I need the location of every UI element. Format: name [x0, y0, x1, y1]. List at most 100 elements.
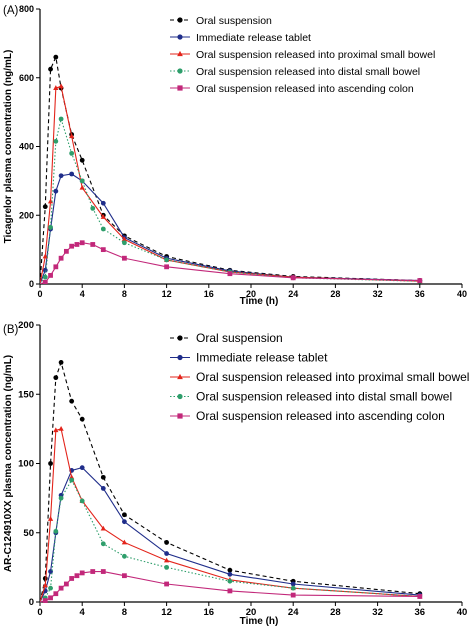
data-point — [122, 573, 127, 579]
y-tick-label: 0 — [29, 597, 34, 608]
data-point — [74, 573, 80, 579]
data-point — [48, 273, 53, 278]
x-tick-label: 16 — [204, 607, 215, 618]
legend-marker — [177, 354, 183, 361]
data-point — [53, 188, 59, 194]
y-axis-title: Ticagrelor plasma concentration (ng/mL) — [3, 50, 14, 244]
series-line-3 — [40, 116, 420, 284]
legend: Oral suspension Immediate release tablet O… — [170, 15, 435, 95]
data-point — [417, 594, 423, 599]
data-point — [58, 359, 64, 365]
x-tick-label: 24 — [288, 289, 298, 299]
data-point — [122, 255, 127, 261]
data-point — [79, 240, 85, 246]
data-point — [79, 178, 85, 184]
data-point — [100, 486, 106, 491]
legend-marker — [177, 68, 183, 74]
y-axis-title: AR-C124910XX plasma concentration (ng/mL… — [3, 355, 14, 572]
data-point — [121, 236, 128, 242]
data-point — [53, 264, 59, 270]
data-point — [47, 198, 54, 204]
y-tick-label: 600 — [19, 73, 34, 83]
data-point — [58, 83, 64, 89]
data-point — [42, 274, 48, 280]
data-point — [164, 264, 169, 270]
data-point — [122, 519, 127, 525]
data-point — [122, 240, 127, 246]
data-point — [58, 585, 64, 591]
legend-label: Immediate release tablet — [196, 32, 311, 44]
plot-area — [40, 54, 423, 284]
data-point — [53, 427, 59, 433]
x-tick-label: 40 — [457, 289, 467, 299]
x-tick-label: 0 — [37, 289, 42, 299]
y-tick-label: 800 — [19, 4, 34, 14]
data-point — [417, 278, 423, 283]
data-point — [53, 85, 59, 90]
data-point — [79, 498, 85, 504]
data-point — [227, 567, 233, 573]
legend-marker — [177, 393, 183, 400]
legend-marker — [177, 50, 183, 57]
data-point — [79, 157, 85, 163]
x-tick-label: 32 — [373, 289, 383, 299]
data-point — [100, 525, 106, 531]
x-tick-label: 4 — [80, 607, 86, 618]
data-point — [79, 465, 85, 471]
x-tick-label: 20 — [246, 289, 256, 299]
x-tick-label: 40 — [457, 607, 468, 618]
series-line-2 — [40, 85, 420, 284]
y-tick-label: 200 — [18, 320, 34, 331]
x-tick-label: 16 — [204, 289, 214, 299]
data-point — [90, 569, 96, 574]
series-line-4 — [40, 570, 420, 603]
data-point — [79, 570, 85, 576]
data-point — [58, 255, 64, 261]
data-point — [164, 581, 169, 587]
legend-label: Immediate release tablet — [196, 350, 328, 364]
data-point — [121, 539, 128, 545]
y-tick-label: 150 — [18, 389, 34, 400]
panel-b-metabolite: (B) 0 50 100 150 200 0 4 8 12 16 20 24 28 32 36 40 Time (… — [3, 320, 469, 627]
y-tick-label: 50 — [23, 528, 34, 539]
y-tick-label: 200 — [19, 210, 34, 220]
data-point — [42, 253, 48, 259]
data-point — [90, 205, 96, 211]
data-point — [163, 557, 170, 563]
data-point — [100, 247, 106, 253]
data-point — [69, 150, 75, 156]
data-point — [69, 171, 75, 177]
data-point — [53, 375, 59, 381]
series-line-4 — [40, 242, 420, 284]
data-point — [90, 242, 96, 247]
x-tick-label: 24 — [288, 607, 299, 618]
data-point — [74, 242, 80, 247]
data-point — [100, 214, 106, 219]
legend-label: Oral suspension released into ascending … — [196, 83, 414, 95]
data-point — [164, 564, 170, 570]
data-point — [53, 138, 59, 144]
data-point — [100, 569, 106, 574]
x-tick-label: 28 — [330, 607, 341, 618]
legend-label: Oral suspension released into proximal s… — [196, 49, 435, 61]
data-point — [48, 224, 53, 230]
x-tick-label: 8 — [122, 289, 127, 299]
x-tick-label: 32 — [372, 607, 383, 618]
data-point — [164, 551, 170, 556]
legend-marker — [177, 17, 183, 23]
data-point — [42, 582, 48, 588]
data-point — [227, 571, 233, 577]
data-point — [164, 540, 170, 545]
y-tick-label: 0 — [29, 279, 34, 289]
data-point — [290, 275, 296, 281]
x-axis-title: Time (h) — [240, 296, 279, 307]
y-tick-label: 400 — [19, 142, 34, 152]
data-point — [58, 495, 64, 501]
data-point — [58, 425, 64, 431]
series-line-1 — [40, 173, 420, 284]
data-point — [122, 512, 127, 518]
data-point — [58, 173, 64, 179]
data-point — [69, 477, 75, 483]
data-point — [69, 133, 75, 139]
